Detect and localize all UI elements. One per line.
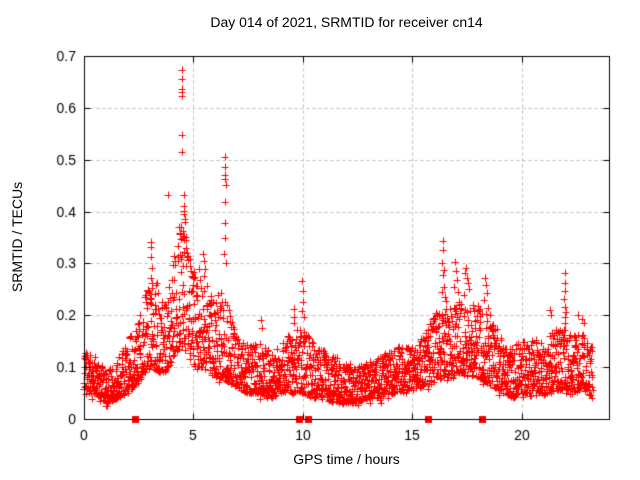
y-axis-label: SRMTID / TECUs <box>9 181 25 293</box>
chart-title: Day 014 of 2021, SRMTID for receiver cn1… <box>210 14 483 30</box>
x-axis-label: GPS time / hours <box>293 451 400 467</box>
